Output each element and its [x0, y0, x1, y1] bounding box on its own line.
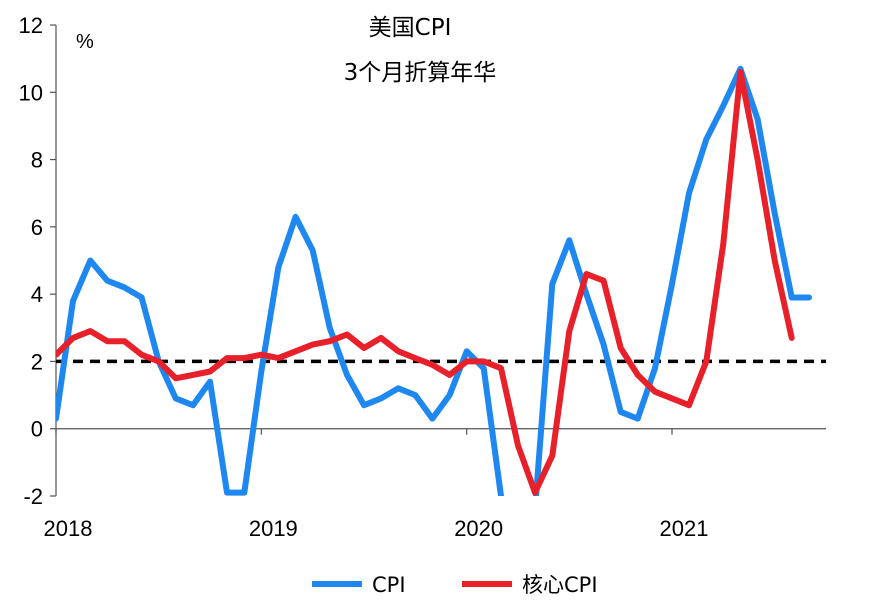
legend-label-core-cpi: 核心CPI [522, 573, 598, 597]
x-tick-label: 2020 [454, 516, 503, 541]
chart-subtitle: 3个月折算年华 [344, 60, 497, 86]
y-tick-label: 6 [31, 215, 43, 240]
series-line-core-cpi [56, 69, 795, 496]
legend-label-cpi: CPI [372, 573, 406, 597]
y-tick-label: 2 [31, 349, 43, 374]
y-tick-label: -2 [23, 484, 43, 509]
series-line-cpi [56, 65, 812, 496]
y-tick-label: 0 [31, 417, 43, 442]
y-unit-label: % [76, 31, 94, 53]
legend: CPI 核心CPI [312, 573, 598, 597]
x-tick-label: 2021 [660, 516, 709, 541]
x-tick-label: 2019 [249, 516, 298, 541]
y-tick-label: 10 [19, 80, 43, 105]
y-tick-label: 8 [31, 148, 43, 173]
chart-title: 美国CPI [369, 15, 452, 41]
y-tick-label: 12 [19, 13, 43, 38]
x-tick-label: 2018 [44, 516, 93, 541]
series-group [56, 65, 812, 496]
y-tick-label: 4 [31, 282, 43, 307]
